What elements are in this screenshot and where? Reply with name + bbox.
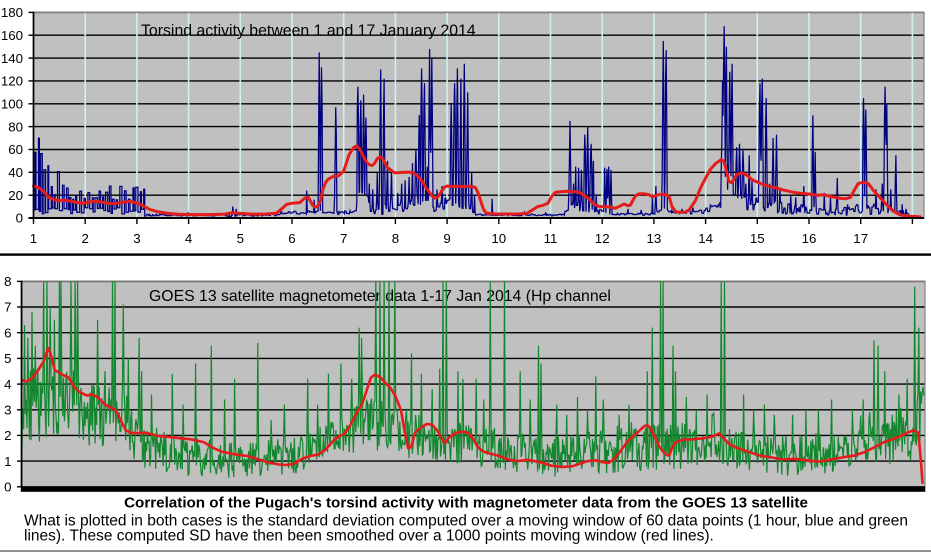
svg-text:Torsind activity between 1 and: Torsind activity between 1 and 17 Januar… [141,23,476,40]
svg-text:1: 1 [30,231,37,246]
svg-text:3: 3 [4,403,11,418]
svg-text:Correlation of the Pugach's to: Correlation of the Pugach's torsind acti… [124,495,808,512]
svg-text:5: 5 [4,351,11,366]
svg-text:17: 17 [853,231,868,246]
svg-text:3: 3 [133,231,140,246]
svg-text:0: 0 [4,480,11,495]
svg-text:What is plotted in both cases: What is plotted in both cases is the sta… [24,513,908,530]
svg-text:16: 16 [802,231,817,246]
svg-text:60: 60 [8,142,23,157]
svg-text:80: 80 [8,119,23,134]
svg-text:140: 140 [1,51,23,66]
svg-text:7: 7 [340,231,347,246]
svg-text:120: 120 [1,74,23,89]
svg-text:40: 40 [8,165,23,180]
svg-text:7: 7 [4,300,11,315]
svg-text:9: 9 [443,231,450,246]
svg-text:20: 20 [8,188,23,203]
svg-text:8: 8 [392,231,399,246]
svg-text:11: 11 [544,231,558,246]
svg-text:8: 8 [4,274,11,289]
svg-text:15: 15 [750,231,765,246]
svg-text:12: 12 [595,231,610,246]
svg-text:1: 1 [4,454,11,469]
svg-text:14: 14 [698,231,713,246]
svg-text:4: 4 [4,377,11,392]
svg-text:0: 0 [16,211,23,226]
svg-text:180: 180 [1,5,23,20]
svg-text:6: 6 [4,325,11,340]
svg-text:160: 160 [1,28,23,43]
svg-text:2: 2 [4,428,11,443]
svg-text:6: 6 [288,231,295,246]
svg-text:100: 100 [1,97,23,112]
svg-text:10: 10 [491,231,506,246]
svg-text:4: 4 [185,231,192,246]
svg-text:lines). These computed SD have: lines). These computed SD have then been… [24,528,714,545]
svg-text:13: 13 [647,231,662,246]
svg-text:5: 5 [237,231,244,246]
svg-text:2: 2 [81,231,88,246]
